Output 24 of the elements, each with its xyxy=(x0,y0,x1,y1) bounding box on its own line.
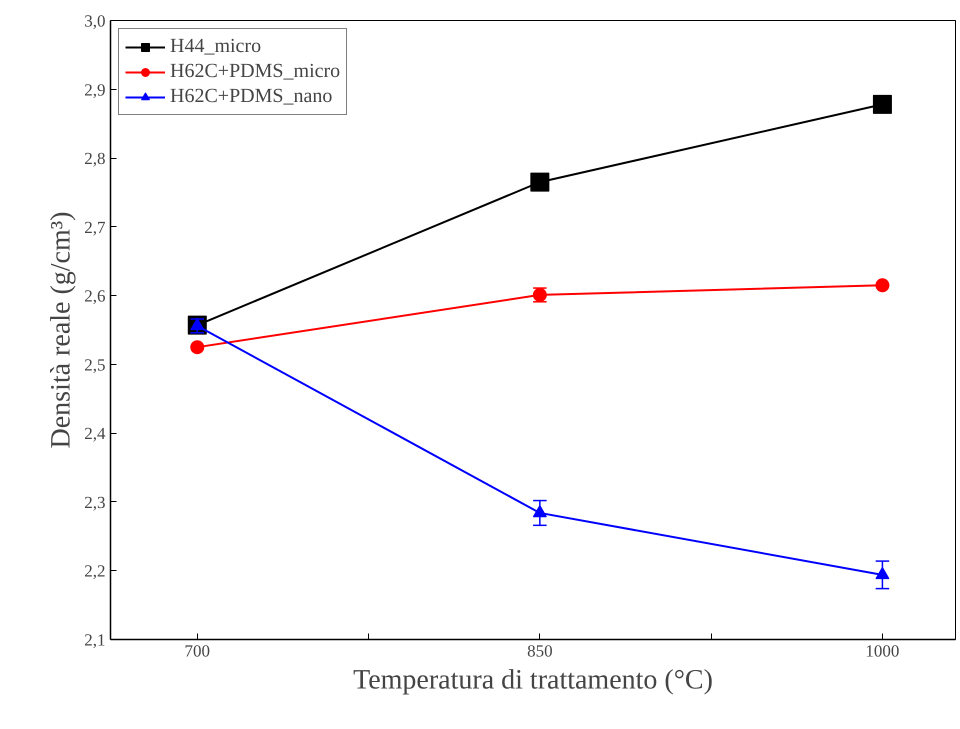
point xyxy=(875,566,890,580)
point xyxy=(530,172,550,192)
y-axis-title: Densità reale (g/cm³) xyxy=(45,212,76,448)
point xyxy=(875,278,890,292)
point xyxy=(872,94,892,114)
x-tick-label: 1000 xyxy=(865,642,900,660)
y-tick-label: 2,3 xyxy=(84,492,106,512)
y-tick-label: 2,7 xyxy=(84,218,106,237)
y-tick-label: 2,1 xyxy=(84,630,106,650)
y-tick-label: 2,2 xyxy=(84,562,106,581)
point xyxy=(532,504,547,518)
x-tick-label: 700 xyxy=(184,642,210,660)
y-tick-label: 2,4 xyxy=(84,424,106,444)
x-axis-title: Temperatura di trattamento (°C) xyxy=(353,664,713,696)
legend-label: H62C+PDMS_nano xyxy=(170,85,332,108)
y-tick-label: 2,9 xyxy=(84,80,106,100)
y-tick-label: 3,0 xyxy=(84,12,106,30)
legend-label: H44_micro xyxy=(170,35,262,58)
x-tick-label: 850 xyxy=(527,642,553,660)
point xyxy=(190,340,204,354)
y-tick-label: 2,6 xyxy=(84,286,106,306)
y-tick-label: 2,8 xyxy=(84,149,106,168)
legend-label: H62C+PDMS_micro xyxy=(170,60,340,83)
y-tick-label: 2,5 xyxy=(84,355,106,374)
